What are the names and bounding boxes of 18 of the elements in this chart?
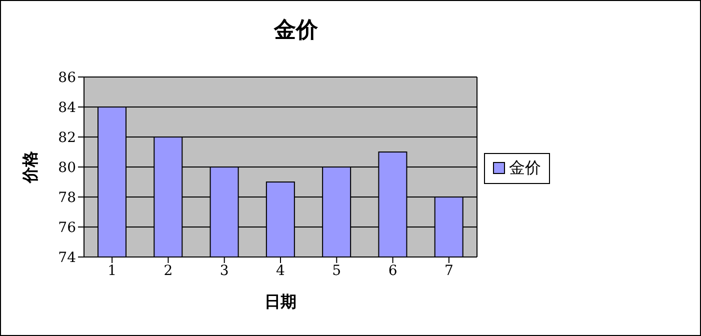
y-tick-label: 80 [58, 160, 76, 176]
y-tick-label: 74 [58, 250, 76, 266]
x-tick-label: 5 [332, 262, 342, 279]
y-tick-label: 76 [58, 220, 76, 236]
x-tick-label: 2 [164, 262, 173, 279]
y-tick-label: 84 [58, 100, 76, 116]
x-tick-label: 7 [444, 262, 454, 279]
chart-title: 金价 [272, 16, 319, 45]
legend-label: 金价 [509, 158, 541, 178]
y-tick-label: 78 [58, 190, 76, 206]
y-axis-title: 价格 [20, 150, 40, 184]
x-tick-label: 6 [388, 262, 398, 279]
x-tick-label: 4 [276, 262, 286, 279]
x-tick-label: 1 [108, 262, 117, 279]
x-axis-title: 日期 [264, 292, 296, 311]
y-tick-label: 82 [58, 130, 76, 146]
x-tick-label: 3 [220, 262, 229, 279]
y-tick-label: 86 [58, 70, 76, 86]
